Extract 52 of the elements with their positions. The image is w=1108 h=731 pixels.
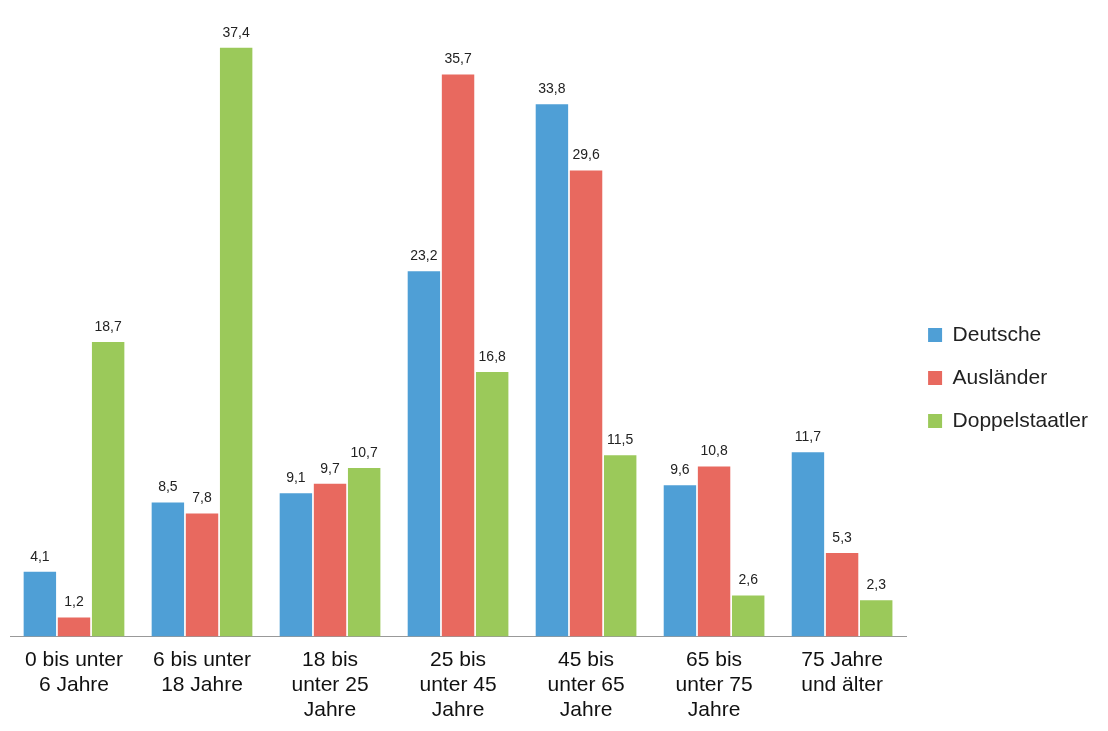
data-label: 23,2 [410,247,438,264]
legend-label: Deutsche [952,321,1042,345]
bar [313,483,347,637]
bar [185,513,219,637]
data-label: 5,3 [832,528,853,545]
bar [219,47,253,637]
data-label: 37,4 [222,23,250,40]
bar [279,493,313,637]
bar [407,271,441,637]
data-label: 10,8 [700,442,728,459]
data-label: 1,2 [64,593,84,610]
data-label: 9,6 [670,461,690,478]
bar [791,452,825,637]
x-tick-label: 18 bis unter 25 Jahre [291,646,369,721]
bar [151,502,185,637]
data-label: 7,8 [192,489,212,506]
x-tick-label: 45 bis unter 65 Jahre [547,646,625,721]
data-label: 10,7 [350,443,378,460]
data-label: 4,1 [30,547,50,564]
data-label: 29,6 [572,146,600,163]
legend-label: Doppelstaatler [952,407,1089,431]
legend-label: Ausländer [952,364,1048,388]
bar [23,571,57,637]
bar [535,104,569,637]
data-label: 2,3 [866,576,887,593]
data-label: 35,7 [444,50,472,67]
x-tick-label: 0 bis unter 6 Jahre [24,646,124,695]
data-label: 8,5 [158,478,178,495]
x-tick-label: 6 bis unter 18 Jahre [152,646,252,695]
data-label: 9,1 [286,469,306,486]
x-tick-label: 25 bis unter 45 Jahre [419,646,497,721]
bar [475,371,509,637]
x-tick-label: 65 bis unter 75 Jahre [675,646,753,721]
bar [825,552,859,637]
bar [860,600,893,637]
data-label: 18,7 [94,317,122,334]
x-tick-label: 75 Jahre und älter [801,646,883,695]
bar [603,455,637,637]
bar [91,342,125,637]
data-label: 2,6 [738,571,759,588]
bar [663,485,697,637]
data-label: 9,7 [320,459,340,476]
bar [697,466,731,637]
data-label: 16,8 [478,347,507,364]
bar [347,467,381,637]
bar [731,595,765,637]
bar [57,617,91,637]
data-label: 11,5 [607,431,634,448]
bar [569,170,603,637]
data-label: 11,7 [794,428,822,445]
bar [441,74,475,637]
data-label: 33,8 [538,80,566,97]
